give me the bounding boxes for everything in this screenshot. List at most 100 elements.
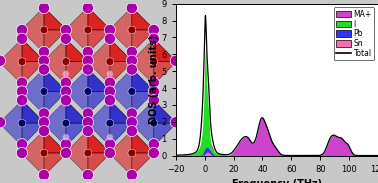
Circle shape: [38, 64, 50, 75]
Polygon shape: [109, 69, 132, 114]
Circle shape: [38, 125, 50, 137]
Circle shape: [148, 86, 160, 97]
Circle shape: [126, 55, 138, 66]
Polygon shape: [132, 130, 155, 153]
Circle shape: [107, 134, 113, 140]
Circle shape: [82, 46, 93, 58]
Polygon shape: [132, 92, 155, 114]
Polygon shape: [65, 7, 88, 53]
Circle shape: [107, 71, 113, 77]
Polygon shape: [88, 30, 111, 53]
Polygon shape: [0, 39, 22, 85]
Circle shape: [84, 26, 92, 34]
Circle shape: [126, 169, 138, 181]
Polygon shape: [88, 7, 111, 30]
Circle shape: [60, 24, 71, 36]
Circle shape: [126, 108, 138, 119]
Polygon shape: [22, 62, 45, 85]
Polygon shape: [132, 69, 155, 92]
Circle shape: [150, 58, 158, 66]
Polygon shape: [109, 130, 132, 176]
Circle shape: [82, 2, 93, 14]
Circle shape: [82, 64, 93, 75]
Circle shape: [82, 55, 93, 66]
Circle shape: [126, 2, 138, 14]
Circle shape: [18, 58, 26, 66]
Circle shape: [40, 149, 48, 157]
Circle shape: [104, 86, 116, 97]
Legend: MA+, I, Pb, Sn, Total: MA+, I, Pb, Sn, Total: [334, 8, 374, 60]
Circle shape: [38, 108, 50, 119]
Polygon shape: [21, 7, 44, 53]
X-axis label: Frequency (THz): Frequency (THz): [232, 179, 322, 183]
Polygon shape: [66, 100, 89, 123]
Circle shape: [170, 55, 181, 66]
Polygon shape: [131, 39, 154, 85]
Polygon shape: [110, 123, 133, 146]
Circle shape: [38, 2, 50, 14]
Circle shape: [170, 117, 181, 128]
Circle shape: [0, 55, 6, 66]
Polygon shape: [132, 7, 155, 30]
Circle shape: [38, 55, 50, 66]
Polygon shape: [154, 100, 177, 123]
Polygon shape: [66, 123, 89, 146]
Circle shape: [62, 58, 70, 66]
Polygon shape: [66, 39, 89, 62]
Circle shape: [104, 147, 116, 159]
Circle shape: [16, 95, 28, 106]
Circle shape: [106, 58, 114, 66]
Polygon shape: [22, 100, 45, 123]
Circle shape: [128, 26, 136, 34]
Polygon shape: [43, 100, 66, 146]
Polygon shape: [22, 39, 45, 62]
Circle shape: [148, 77, 160, 88]
Polygon shape: [154, 123, 177, 146]
Circle shape: [104, 77, 116, 88]
Circle shape: [16, 139, 28, 150]
Circle shape: [126, 46, 138, 58]
Circle shape: [40, 26, 48, 34]
Polygon shape: [88, 92, 111, 114]
Polygon shape: [44, 30, 67, 53]
Polygon shape: [88, 69, 111, 92]
Circle shape: [84, 149, 92, 157]
Polygon shape: [43, 39, 66, 85]
Polygon shape: [88, 153, 111, 176]
Circle shape: [148, 33, 160, 44]
Circle shape: [148, 147, 160, 159]
Polygon shape: [65, 69, 88, 114]
Circle shape: [16, 86, 28, 97]
Polygon shape: [66, 62, 89, 85]
Circle shape: [60, 139, 71, 150]
Circle shape: [104, 24, 116, 36]
Polygon shape: [109, 7, 132, 53]
Circle shape: [18, 119, 26, 127]
Circle shape: [128, 88, 136, 95]
Polygon shape: [22, 123, 45, 146]
Circle shape: [38, 169, 50, 181]
Circle shape: [82, 125, 93, 137]
Circle shape: [106, 119, 114, 127]
Circle shape: [16, 77, 28, 88]
Circle shape: [126, 125, 138, 137]
Circle shape: [38, 117, 50, 128]
Polygon shape: [65, 130, 88, 176]
Circle shape: [126, 64, 138, 75]
Circle shape: [82, 108, 93, 119]
Circle shape: [148, 139, 160, 150]
Polygon shape: [131, 100, 154, 146]
Circle shape: [60, 147, 71, 159]
Polygon shape: [44, 7, 67, 30]
Circle shape: [148, 24, 160, 36]
Polygon shape: [21, 130, 44, 176]
Polygon shape: [154, 39, 177, 62]
Polygon shape: [87, 39, 110, 85]
Polygon shape: [44, 153, 67, 176]
Circle shape: [128, 149, 136, 157]
Circle shape: [104, 33, 116, 44]
Circle shape: [104, 95, 116, 106]
Y-axis label: DOS (arb. units): DOS (arb. units): [149, 35, 159, 124]
Circle shape: [82, 117, 93, 128]
Circle shape: [16, 147, 28, 159]
